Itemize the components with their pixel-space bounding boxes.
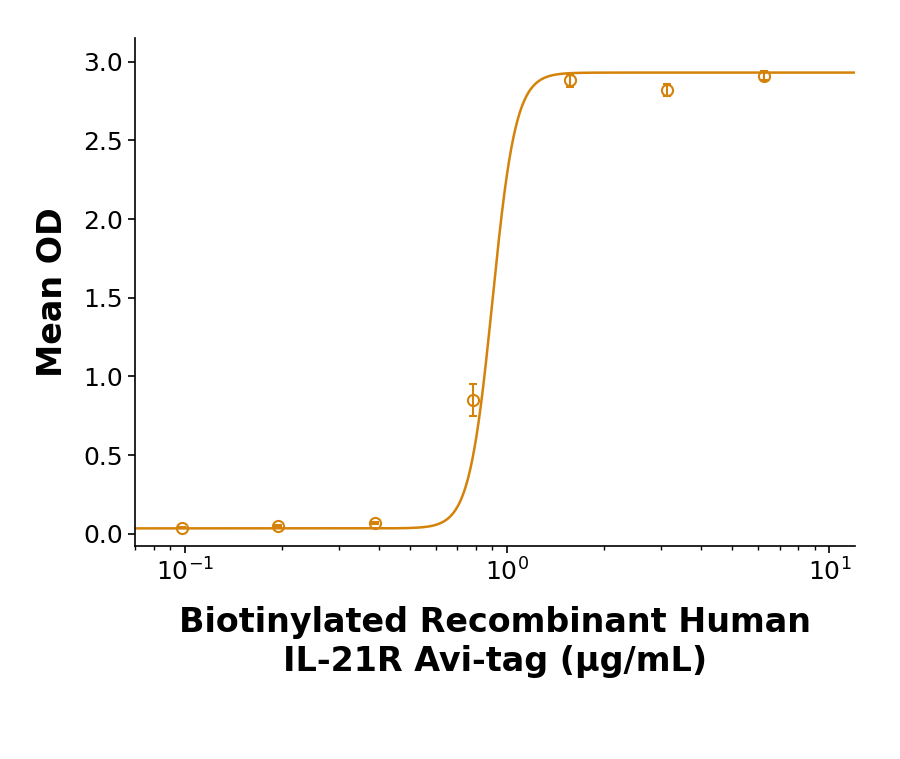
Y-axis label: Mean OD: Mean OD <box>36 207 69 377</box>
X-axis label: Biotinylated Recombinant Human
IL-21R Avi-tag (μg/mL): Biotinylated Recombinant Human IL-21R Av… <box>179 606 811 678</box>
